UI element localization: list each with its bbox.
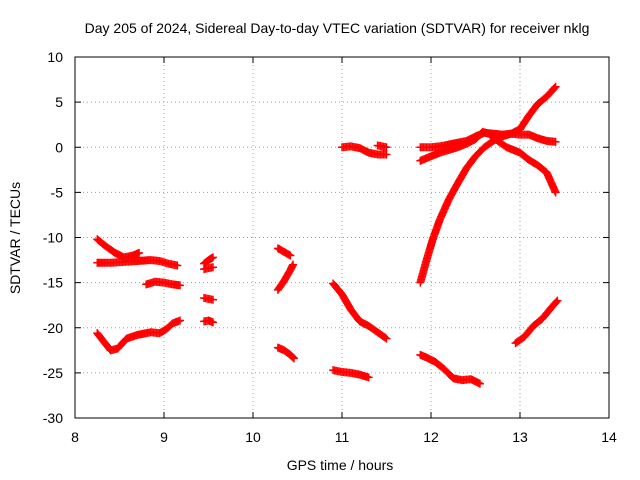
data-point [550,83,559,92]
data-point [176,316,185,325]
series-s5 [200,253,217,268]
series-s11 [273,343,298,363]
series-s10 [273,260,298,294]
y-tick-label: 5 [55,94,63,110]
series-s19 [416,350,484,388]
y-axis-label: SDTVAR / TECUs [7,182,23,294]
series-s3 [93,316,185,355]
series-s16 [416,82,560,287]
series-s8 [200,316,217,327]
data-point [208,263,217,272]
data-point [208,295,217,304]
y-tick-label: 10 [47,49,63,65]
y-tick-label: -10 [43,230,63,246]
data-point [551,82,560,91]
y-tick-label: -15 [43,275,63,291]
data-point [176,281,185,290]
data-point [286,251,295,260]
x-axis-label: GPS time / hours [287,457,394,473]
series-s14 [338,142,391,159]
x-tick-label: 10 [245,429,261,445]
series-s15 [373,141,391,152]
data-point [552,297,561,306]
data-point [208,253,217,262]
x-tick-label: 11 [335,429,350,445]
data-point [289,260,298,269]
series-s13 [329,366,373,382]
x-tick-label: 13 [512,429,528,445]
y-tick-label: -5 [51,184,64,200]
data-point [551,188,560,197]
x-tick-label: 9 [160,429,168,445]
y-tick-label: -25 [43,365,63,381]
data-point [135,248,144,257]
series-s12 [329,279,391,343]
data-series [93,82,562,388]
series-s7 [200,293,217,304]
x-tick-labels: 8 9 10 11 12 13 14 [71,429,617,445]
chart-title: Day 205 of 2024, Sidereal Day-to-day VTE… [85,20,590,36]
series-s6 [200,263,217,274]
series-s2 [93,256,182,270]
data-point [382,334,391,343]
data-point [382,150,391,159]
x-tick-label: 14 [601,429,617,445]
y-tick-label: -30 [43,410,63,426]
data-point [381,333,390,342]
data-point [289,353,298,362]
series-s9 [273,244,295,260]
axis-ticks [74,56,610,419]
data-point [475,379,484,388]
series-s4 [142,277,185,290]
data-point [289,354,298,363]
data-point [382,143,391,152]
data-point [551,137,560,146]
series-s20 [511,296,562,348]
data-point [553,296,562,305]
data-point [288,352,297,361]
y-tick-label: -20 [43,320,63,336]
data-point [208,318,217,327]
data-point [364,373,373,382]
x-tick-label: 8 [71,429,79,445]
y-tick-label: 0 [55,139,63,155]
x-tick-label: 12 [423,429,439,445]
data-point [173,261,182,270]
series-s18 [416,127,560,197]
y-tick-labels: -30 -25 -20 -15 -10 -5 0 5 10 [43,49,63,426]
